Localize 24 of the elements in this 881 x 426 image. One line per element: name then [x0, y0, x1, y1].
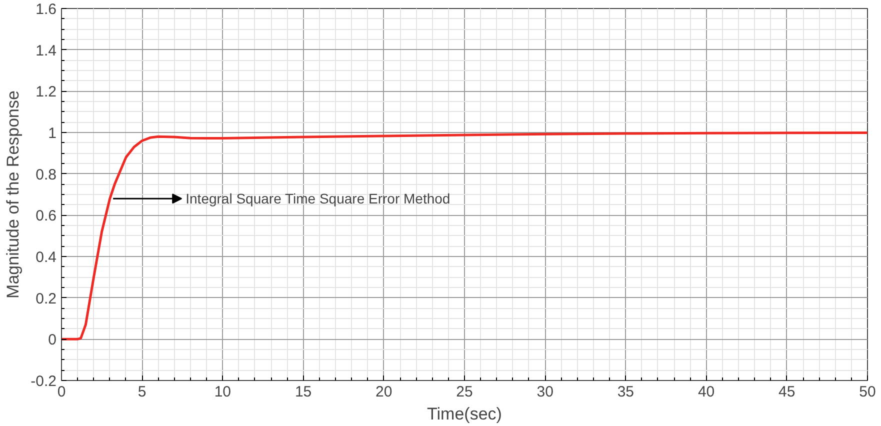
x-tick-label: 45 — [778, 384, 796, 400]
x-tick-label: 20 — [376, 384, 392, 400]
y-tick-label: 1.2 — [36, 84, 57, 101]
y-tick-label: -0.2 — [30, 373, 57, 390]
x-tick-label: 25 — [456, 384, 473, 400]
y-tick-label: 0.4 — [36, 249, 57, 266]
y-tick-label: 0.2 — [36, 290, 57, 308]
y-tick-label: 0.6 — [36, 208, 57, 225]
x-tick-label: 30 — [536, 384, 554, 400]
x-tick-label: 10 — [214, 384, 232, 400]
y-axis-title: Magnitude of the Response — [4, 90, 23, 298]
x-tick-label: 40 — [698, 384, 715, 400]
annotation: Integral Square Time Square Error Method — [186, 190, 450, 207]
y-tick-label: 0.8 — [36, 166, 57, 184]
y-tick-label: 1 — [48, 125, 56, 142]
x-tick-label: 15 — [294, 384, 312, 400]
x-axis-title: Time(sec) — [427, 404, 502, 424]
y-tick-label: 0 — [48, 332, 56, 349]
x-tick-label: 35 — [617, 384, 634, 400]
line-series — [62, 131, 868, 340]
x-tick-label: 50 — [859, 384, 876, 400]
x-tick-label: 5 — [138, 384, 146, 400]
y-tick-label: 1.4 — [36, 42, 57, 60]
y-tick-label: 1.6 — [36, 1, 57, 18]
